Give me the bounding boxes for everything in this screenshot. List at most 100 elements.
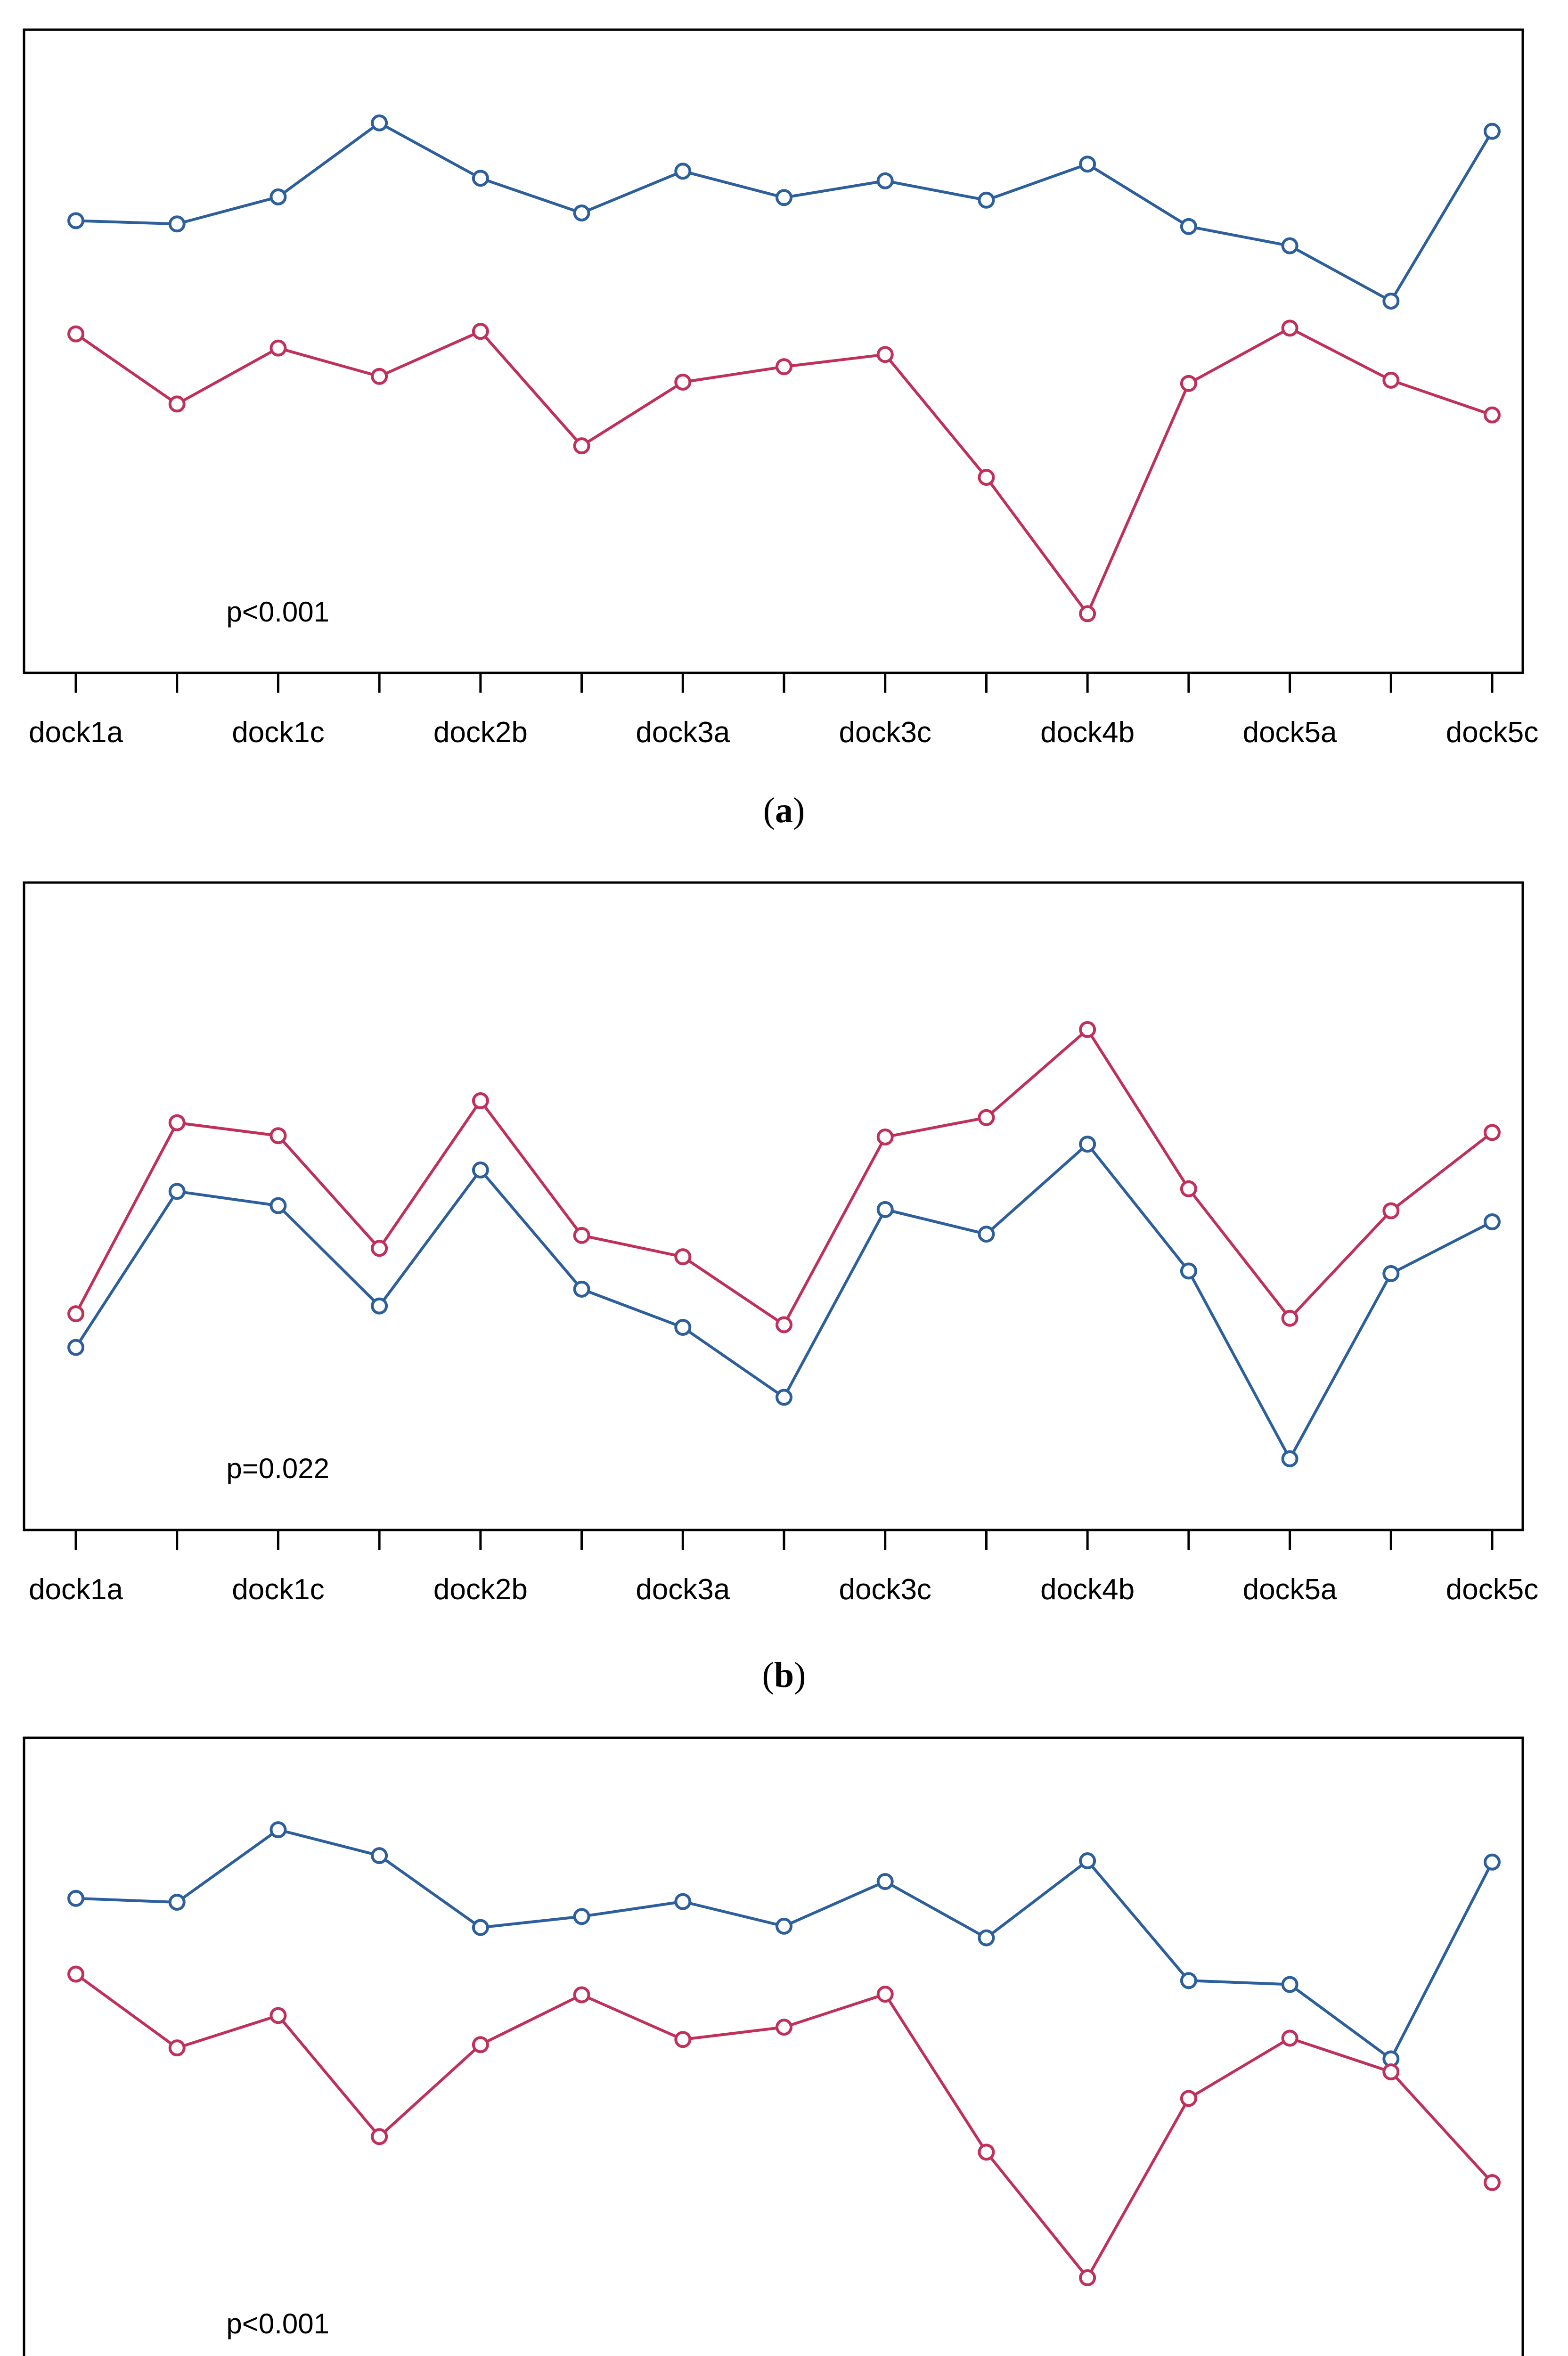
data-point-blue <box>371 1297 388 1315</box>
data-point-blue <box>876 1873 894 1890</box>
series-blue-segment <box>580 1287 685 1329</box>
data-point-blue <box>674 163 692 180</box>
data-point-blue <box>776 1389 792 1406</box>
data-point-red <box>1079 2269 1096 2286</box>
data-point-red <box>573 437 590 455</box>
series-red-segment <box>277 1134 381 1250</box>
series-blue-segment <box>783 179 887 199</box>
series-blue-segment <box>1086 1143 1190 1273</box>
data-point-blue <box>1079 1852 1096 1870</box>
p-value-label: p=0.022 <box>226 1453 329 1484</box>
data-point-red <box>371 2128 388 2145</box>
data-point-red <box>472 2036 489 2053</box>
data-point-blue <box>472 1162 489 1179</box>
series-blue-segment <box>74 219 179 226</box>
x-tick-label: dock5a <box>1243 1573 1337 1606</box>
data-point-red <box>1484 2174 1501 2191</box>
data-point-red <box>978 2143 995 2161</box>
chart-a: dock1a dock1c dock2b dock3a dock3c dock4b dock… <box>23 28 1538 830</box>
series-red-segment <box>1086 2097 1190 2279</box>
series-red-segment <box>580 381 685 448</box>
series-red-segment <box>883 353 988 479</box>
data-point-red <box>1484 1124 1501 1141</box>
data-point-red <box>1382 2063 1400 2080</box>
data-point-red <box>1382 1202 1400 1219</box>
data-point-red <box>67 1305 84 1323</box>
series-red-segment <box>175 1121 280 1137</box>
data-point-blue <box>371 1847 388 1865</box>
panel-caption: (a) <box>763 791 805 830</box>
panel-caption: (b) <box>762 1655 806 1695</box>
data-point-red <box>67 1965 84 1983</box>
series-red-segment <box>883 1993 988 2154</box>
data-point-red <box>67 325 84 343</box>
series-red-segment <box>1389 1131 1494 1212</box>
data-point-red <box>776 2019 792 2036</box>
series-blue-segment <box>1187 1979 1291 1986</box>
data-point-blue <box>1180 1972 1197 1989</box>
x-tick-label: dock5c <box>1446 716 1538 749</box>
p-value-label: p<0.001 <box>226 596 329 628</box>
data-point-blue <box>1281 1976 1298 1993</box>
data-point-red <box>168 2039 186 2057</box>
series-blue-segment <box>1187 1269 1291 1460</box>
data-point-red <box>472 1092 489 1110</box>
series-blue-segment <box>479 177 583 215</box>
data-point-red <box>270 339 287 357</box>
series-blue-segment <box>580 170 685 215</box>
series-red-segment <box>1187 2037 1291 2100</box>
x-tick-label: dock1c <box>232 1573 324 1606</box>
series-red-segment <box>1389 378 1494 417</box>
data-point-red <box>1180 2090 1197 2107</box>
data-point-blue <box>978 191 995 209</box>
series-red-segment <box>1086 1028 1190 1190</box>
data-point-blue <box>674 1318 692 1336</box>
data-point-red <box>371 368 388 385</box>
series-red-segment <box>277 346 381 378</box>
data-point-red <box>168 1114 186 1131</box>
data-point-blue <box>1281 1450 1298 1467</box>
data-point-blue <box>1484 1853 1501 1871</box>
data-point-red <box>978 469 995 486</box>
data-point-red <box>1281 1309 1298 1327</box>
series-blue-segment <box>883 1208 988 1236</box>
data-point-red <box>876 1128 894 1145</box>
data-point-blue <box>1484 1213 1501 1230</box>
series-red-segment <box>681 365 785 384</box>
data-point-red <box>876 346 894 363</box>
series-blue-segment <box>580 1900 685 1918</box>
data-point-blue <box>168 1183 186 1200</box>
series-blue-segment <box>277 121 381 198</box>
data-point-red <box>674 374 692 391</box>
series-blue-segment <box>74 1190 179 1349</box>
data-point-blue <box>1484 123 1501 140</box>
series-blue-segment <box>883 1880 988 1939</box>
data-point-red <box>1382 371 1400 389</box>
series-red-segment <box>1288 327 1393 382</box>
x-tick-label: dock5a <box>1243 716 1337 749</box>
data-point-red <box>371 1240 388 1257</box>
plot-box <box>23 881 1524 1531</box>
series-blue-segment <box>1389 1860 1494 2061</box>
series-blue-segment <box>277 1204 381 1308</box>
series-blue-segment <box>783 1208 887 1399</box>
series-red-segment <box>985 2151 1089 2279</box>
series-red-segment <box>1187 327 1291 385</box>
series-blue-segment <box>1187 225 1291 247</box>
plot-box <box>23 1736 1524 2356</box>
data-point-red <box>1281 2029 1298 2047</box>
series-blue-segment <box>1288 244 1393 303</box>
series-red-segment <box>681 1255 785 1326</box>
x-tick-label: dock4b <box>1040 1573 1135 1606</box>
series-red-segment <box>175 2014 280 2050</box>
x-tick-label: dock3a <box>636 716 730 749</box>
data-point-red <box>270 1127 287 1145</box>
data-point-blue <box>1382 1265 1400 1282</box>
series-blue-segment <box>479 1915 583 1929</box>
chart-b: dock1a dock1c dock2b dock3a dock3c dock4b dock… <box>23 881 1538 1695</box>
data-point-blue <box>67 1339 84 1356</box>
data-point-blue <box>168 215 186 233</box>
series-blue-segment <box>883 179 988 202</box>
data-point-red <box>1079 605 1096 622</box>
series-blue-segment <box>681 1900 785 1928</box>
